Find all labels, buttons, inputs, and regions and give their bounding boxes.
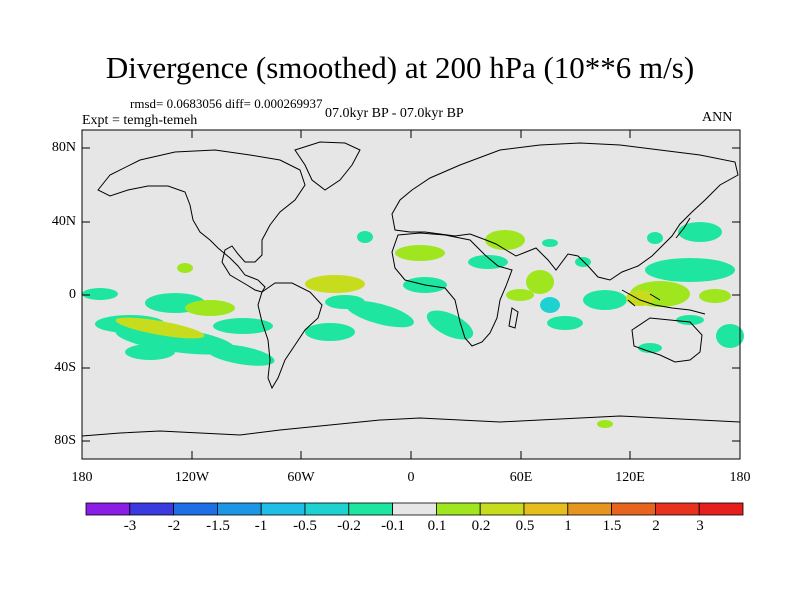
colorbar-label: -3	[123, 518, 137, 534]
colorbar-box	[392, 502, 437, 516]
colorbar-label: -1.5	[206, 518, 230, 534]
anomaly-patches	[82, 222, 744, 428]
colorbar	[85, 502, 744, 516]
axis-ticks	[81, 130, 741, 459]
patch	[716, 324, 744, 348]
patch	[115, 317, 205, 339]
colorbar-box	[698, 502, 744, 516]
y-label: 40S	[54, 360, 76, 375]
colorbar-label: 1	[564, 518, 572, 534]
patch	[699, 289, 731, 303]
y-label: 80N	[51, 140, 76, 155]
x-label: 60W	[287, 470, 315, 485]
patch	[346, 300, 414, 328]
colorbar-label: -0.5	[293, 518, 317, 534]
patch	[676, 315, 704, 325]
patch	[583, 290, 627, 310]
japan-coast	[675, 217, 691, 239]
colorbar-box	[129, 502, 175, 516]
colorbar-box	[304, 502, 350, 516]
patch	[177, 263, 193, 273]
patch	[638, 343, 662, 353]
patch	[205, 344, 275, 366]
patch	[82, 288, 118, 300]
patch	[125, 344, 175, 360]
x-label: 120W	[174, 470, 210, 485]
stats-text: rmsd= 0.0683056 diff= 0.000269937	[130, 96, 323, 111]
colorbar-box	[655, 502, 700, 516]
patch	[115, 325, 235, 355]
patch	[185, 300, 235, 316]
patch	[426, 310, 474, 340]
patch	[575, 257, 591, 267]
colorbar-box	[523, 502, 569, 516]
colorbar-box	[85, 502, 131, 516]
colorbar-box	[216, 502, 262, 516]
x-label: 180	[71, 470, 93, 485]
patch	[540, 297, 560, 313]
patch	[597, 420, 613, 428]
patch	[678, 222, 722, 242]
x-label: 180	[729, 470, 751, 485]
x-label: 120E	[615, 470, 645, 485]
australia-coast	[631, 317, 703, 363]
colorbar-box	[567, 502, 612, 516]
x-label: 0	[407, 470, 415, 485]
madagascar-coast	[508, 307, 519, 329]
colorbar-label: -0.2	[337, 518, 361, 534]
patch	[485, 230, 525, 250]
colorbar-box	[173, 502, 218, 516]
colorbar-label: 0.5	[515, 518, 535, 534]
patch	[506, 289, 534, 301]
europe-asia-coast	[391, 142, 739, 281]
africa-coast	[391, 232, 513, 347]
patch	[542, 239, 558, 247]
patch	[305, 275, 365, 293]
greenland-coast	[294, 141, 361, 191]
colorbar-box	[348, 502, 393, 516]
y-label: 80S	[54, 433, 76, 448]
season-label: ANN	[702, 110, 733, 125]
colorbar-label: 3	[696, 518, 704, 534]
colorbar-label: 1.5	[602, 518, 622, 534]
patch	[213, 318, 273, 334]
patch	[357, 231, 373, 243]
colorbar-label: 2	[652, 518, 660, 534]
colorbar-label: 0.1	[427, 518, 447, 534]
plot-title: Divergence (smoothed) at 200 hPa (10**6 …	[105, 50, 695, 85]
colorbar-label: -0.1	[381, 518, 405, 534]
colorbar-label: 0.2	[471, 518, 491, 534]
y-label: 0	[69, 287, 76, 302]
experiment-label: Expt = temgh-temeh	[82, 113, 198, 128]
y-label: 40N	[51, 214, 76, 229]
patch	[647, 232, 663, 244]
patch	[305, 323, 355, 341]
patch	[395, 245, 445, 261]
north-america-coast	[97, 149, 306, 293]
colorbar-box	[260, 502, 306, 516]
patch	[526, 270, 554, 294]
period-label: 07.0kyr BP - 07.0kyr BP	[325, 106, 464, 121]
colorbar-label: -1	[254, 518, 268, 534]
colorbar-label: -2	[167, 518, 181, 534]
coastlines	[81, 141, 741, 437]
patch	[645, 258, 735, 282]
x-label: 60E	[509, 470, 533, 485]
colorbar-box	[479, 502, 525, 516]
south-america-coast	[257, 282, 323, 390]
indonesia-coast	[621, 289, 706, 315]
colorbar-box	[435, 502, 481, 516]
colorbar-box	[611, 502, 656, 516]
antarctica-coast	[81, 415, 741, 437]
patch	[547, 316, 583, 330]
